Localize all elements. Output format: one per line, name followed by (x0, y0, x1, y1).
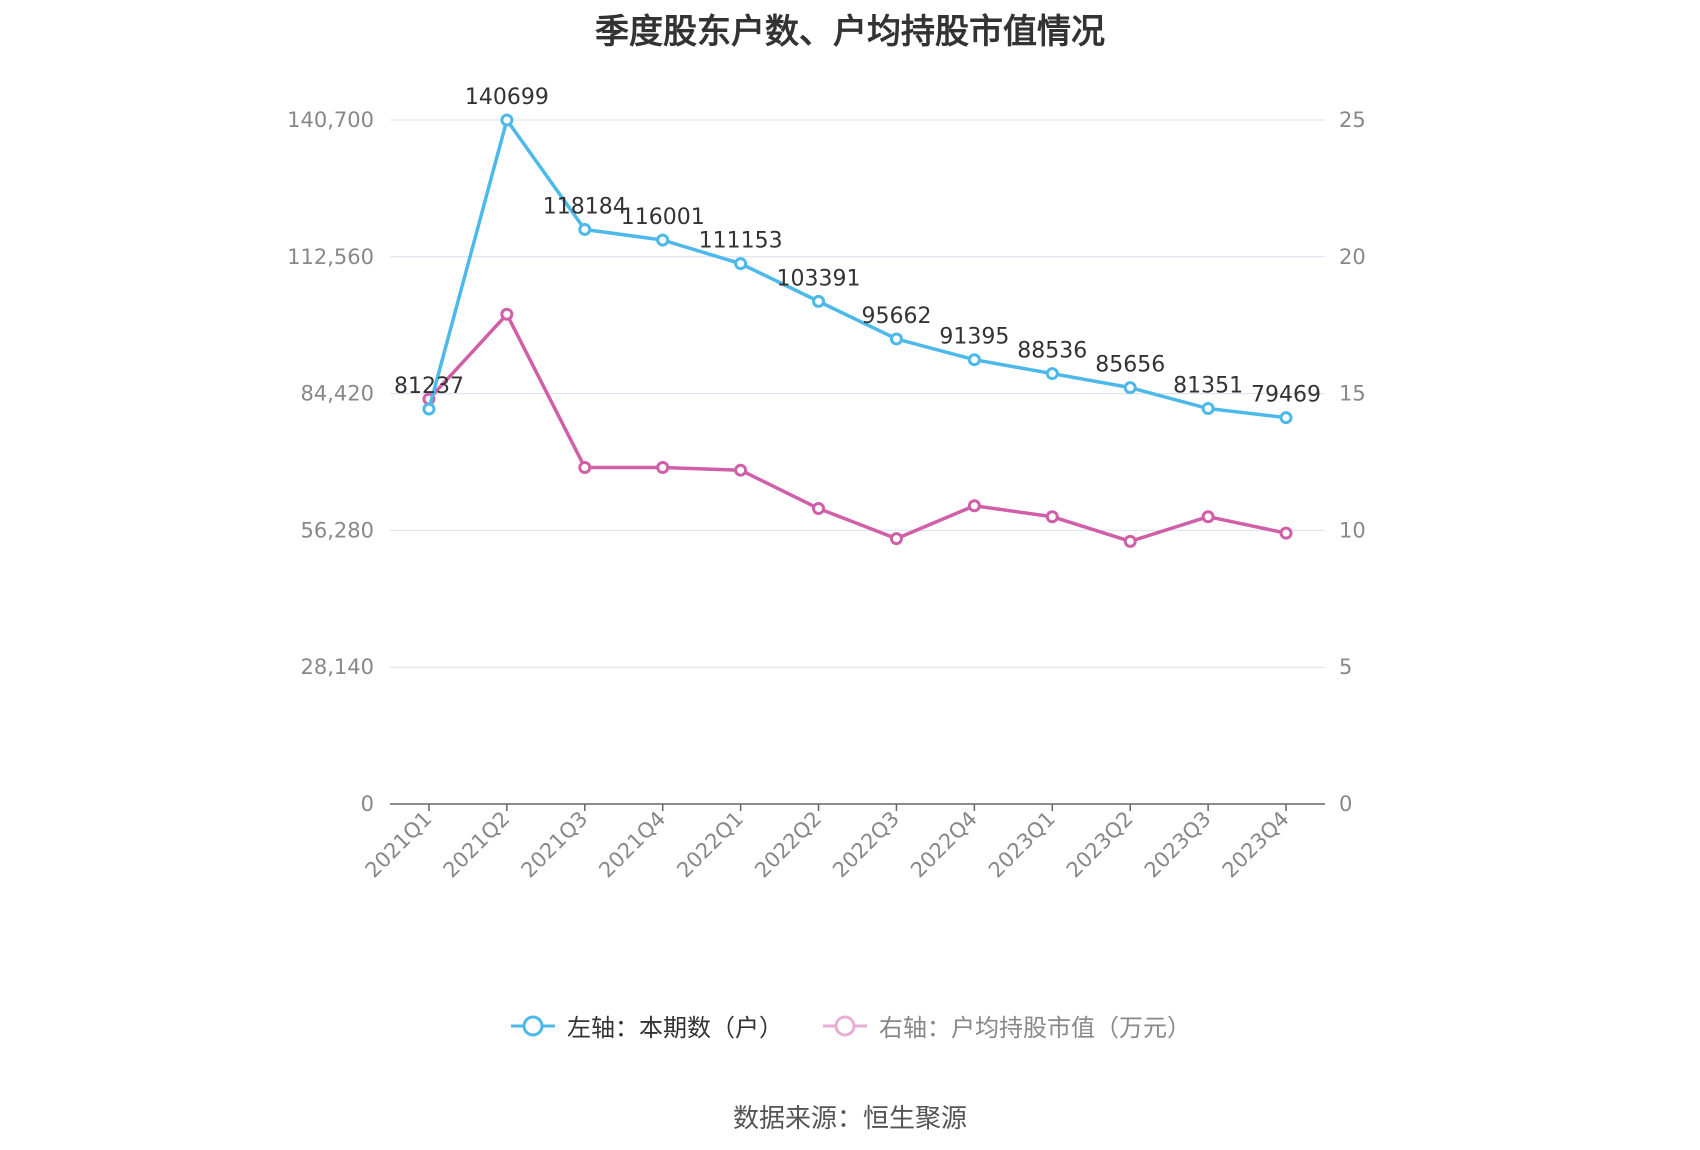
data-point (578, 222, 592, 236)
data-label: 140699 (465, 85, 549, 110)
data-point (1201, 510, 1215, 524)
data-point (889, 332, 903, 346)
series-line (427, 118, 1287, 420)
data-point (812, 502, 826, 516)
data-label: 111153 (699, 229, 783, 254)
x-tick-label: 2021Q3 (516, 807, 592, 883)
data-point (656, 460, 670, 474)
legend-item-avg-value[interactable]: 右轴：户均持股市值（万元） (821, 1008, 1191, 1043)
y-left-tick-label: 84,420 (301, 382, 374, 406)
data-source: 数据来源：恒生聚源 (732, 1104, 967, 1134)
y-left-tick-label: 28,140 (301, 655, 374, 679)
data-label: 91395 (939, 325, 1009, 350)
data-point (578, 460, 592, 474)
data-point (734, 463, 748, 477)
line-chart: 0 0 28,140 5 56,280 10 84,420 15 112,560 20 140,70… (287, 85, 1366, 883)
x-tick-label: 2022Q4 (906, 807, 982, 883)
x-tick-label: 2022Q1 (672, 807, 748, 883)
data-label: 85656 (1095, 353, 1165, 378)
chart-title: 季度股东户数、户均持股市值情况 (595, 12, 1105, 52)
data-point (1123, 534, 1137, 548)
data-point (967, 353, 981, 367)
data-point (656, 233, 670, 247)
x-tick-label: 2022Q2 (750, 807, 826, 883)
data-label: 81237 (394, 374, 464, 399)
data-point (1279, 526, 1293, 540)
data-label: 118184 (543, 194, 627, 219)
data-point (500, 113, 514, 127)
y-left-tick-label: 56,280 (301, 518, 374, 542)
data-label: 88536 (1017, 339, 1087, 364)
x-tick-label: 2021Q4 (594, 807, 670, 883)
x-tick-label: 2021Q1 (361, 807, 437, 883)
x-tick-label: 2023Q2 (1062, 807, 1138, 883)
x-tick-label: 2023Q3 (1140, 807, 1216, 883)
x-tick-label: 2021Q2 (439, 807, 515, 883)
legend-item-holders[interactable]: 左轴：本期数（户） (509, 1008, 783, 1043)
x-tick-label: 2023Q1 (984, 807, 1060, 883)
y-left-tick-label: 140,700 (287, 108, 374, 132)
legend-marker-icon (511, 1015, 555, 1036)
y-right-tick-label: 15 (1339, 382, 1366, 406)
data-point (967, 499, 981, 513)
data-label: 81351 (1173, 374, 1243, 399)
y-right-tick-label: 0 (1339, 792, 1352, 816)
data-label: 79469 (1251, 383, 1321, 408)
data-point (889, 532, 903, 546)
legend: 左轴：本期数（户） 右轴：户均持股市值（万元） (0, 1008, 1700, 1043)
legend-label-holders: 左轴：本期数（户） (567, 1014, 783, 1042)
legend-label-avg-value: 右轴：户均持股市值（万元） (879, 1014, 1191, 1042)
y-left-tick-label: 112,560 (287, 245, 374, 269)
data-label: 95662 (861, 304, 931, 329)
legend-marker-icon (823, 1015, 867, 1036)
series-line (427, 312, 1287, 544)
x-tick-label: 2022Q3 (828, 807, 904, 883)
data-point (1123, 381, 1137, 395)
data-point (1045, 510, 1059, 524)
data-point (1279, 411, 1293, 425)
data-point (500, 307, 514, 321)
data-point (812, 294, 826, 308)
y-right-tick-label: 20 (1339, 245, 1366, 269)
y-right-tick-label: 10 (1339, 518, 1366, 542)
y-left-tick-label: 0 (361, 792, 374, 816)
data-label: 116001 (621, 205, 705, 230)
data-label: 103391 (777, 266, 861, 291)
x-tick-label: 2023Q4 (1218, 807, 1294, 883)
data-point (422, 402, 436, 416)
y-right-tick-label: 25 (1339, 108, 1366, 132)
data-point (1201, 402, 1215, 416)
y-right-tick-label: 5 (1339, 655, 1352, 679)
data-point (734, 257, 748, 271)
data-point (1045, 367, 1059, 381)
